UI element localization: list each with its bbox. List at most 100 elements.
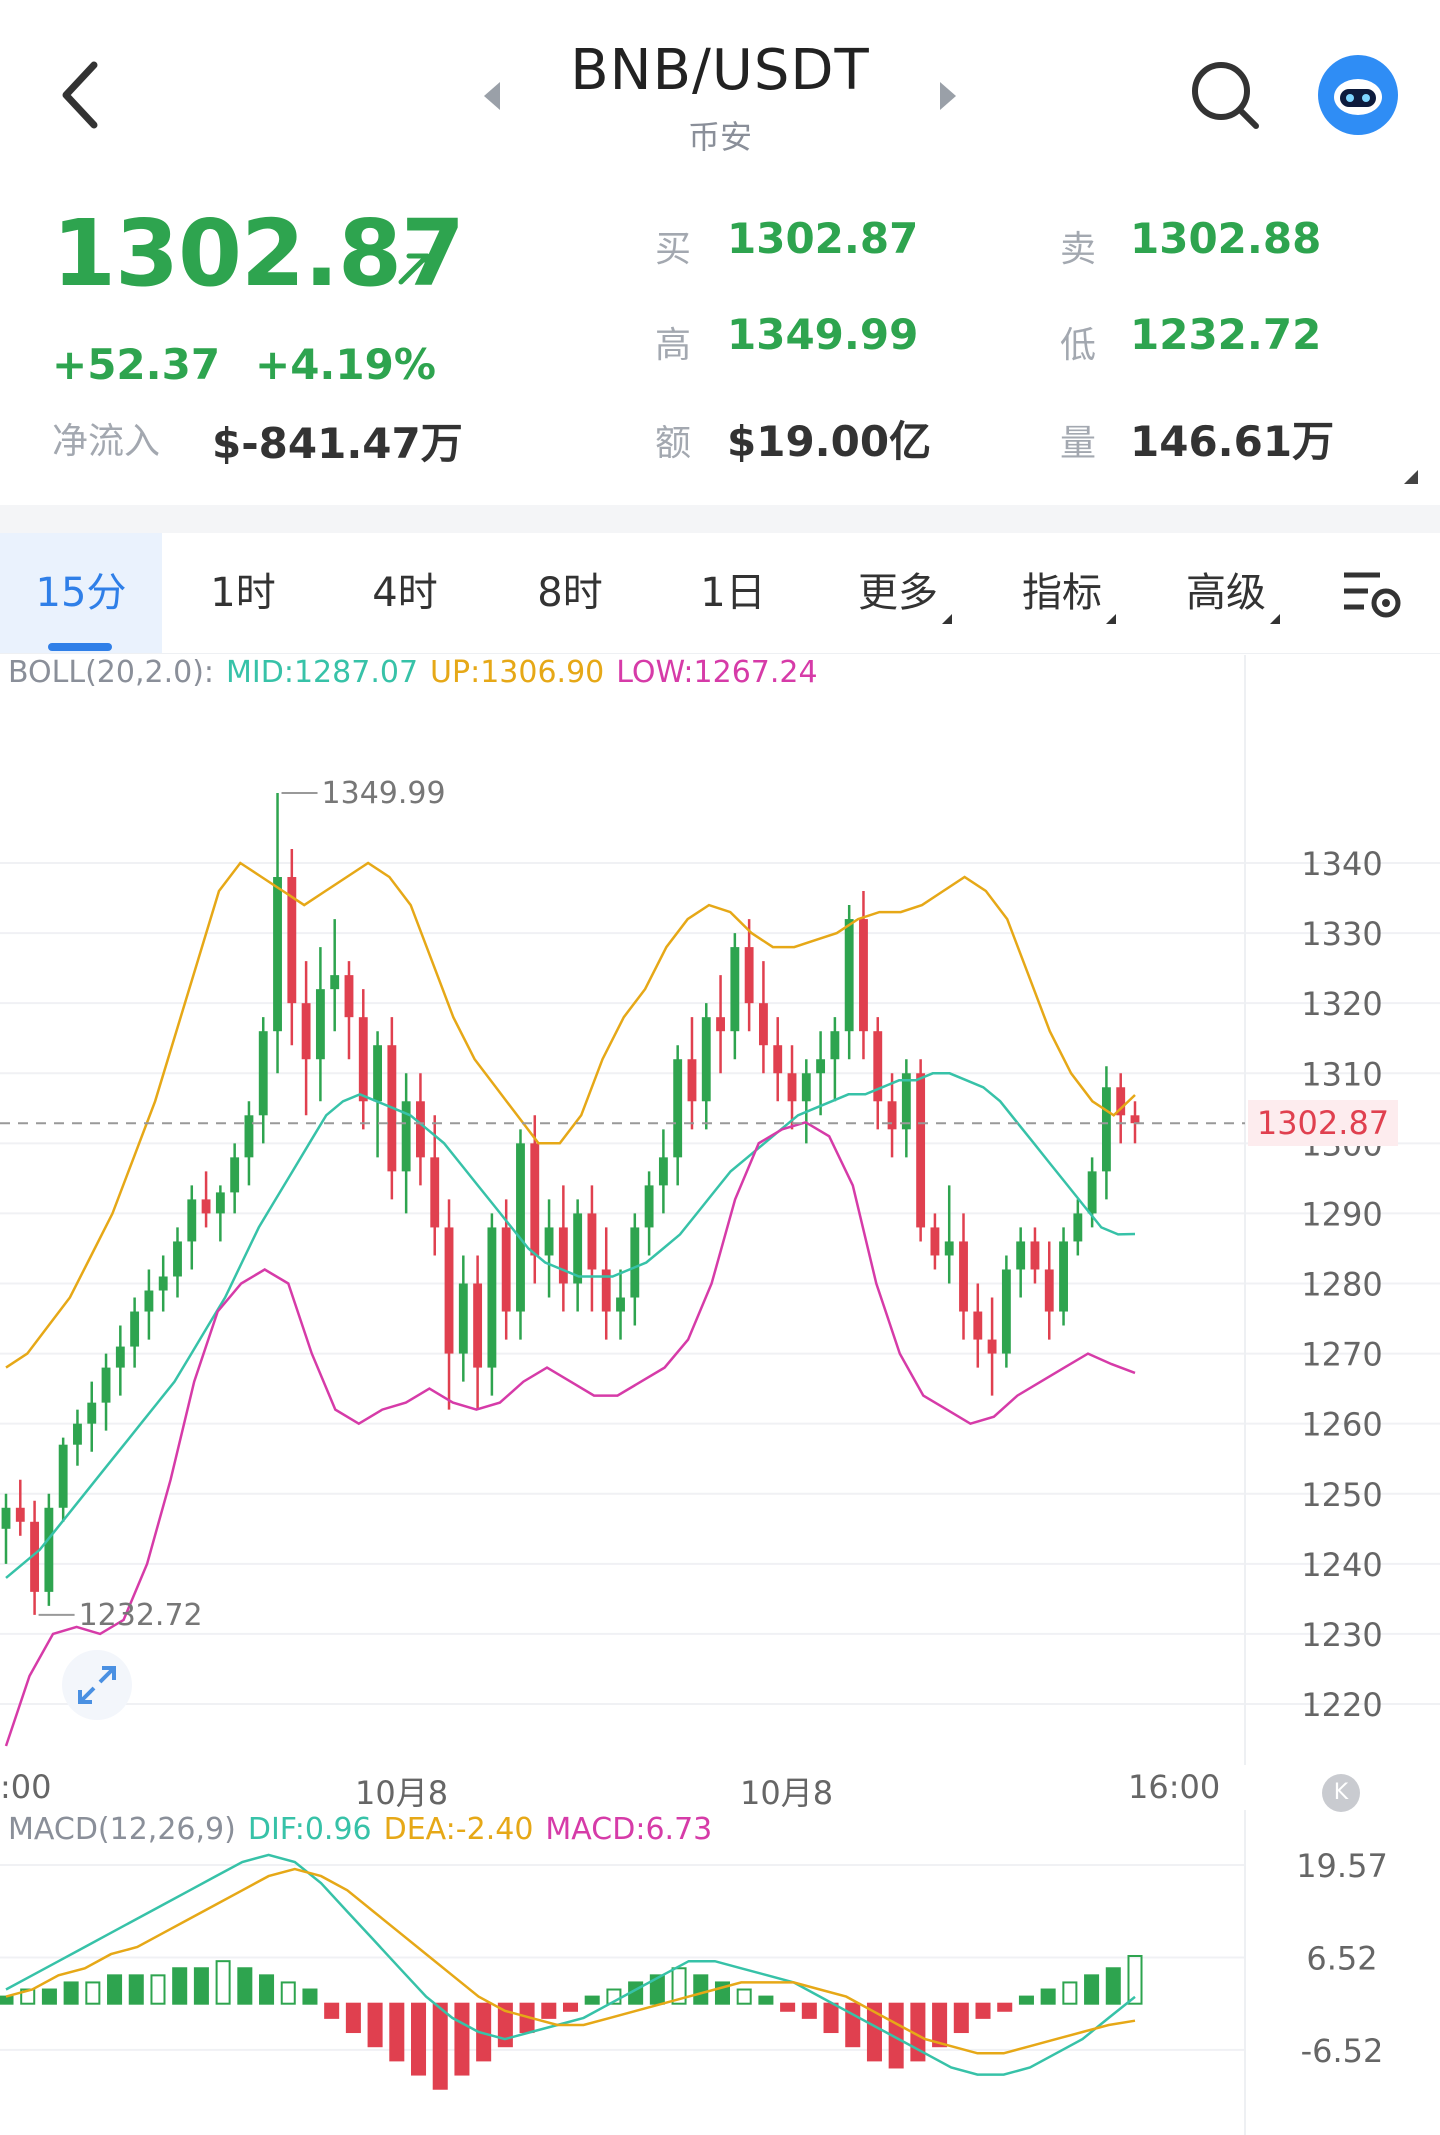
macd-dea: DEA:-2.40 <box>383 1812 534 1847</box>
candle-body <box>1 1507 11 1529</box>
macd-histogram-bar <box>302 1988 318 2005</box>
tab-advanced[interactable]: 高级 <box>1168 533 1298 653</box>
macd-histogram-bar <box>1084 1974 1100 2005</box>
tab-label: 1时 <box>210 570 276 616</box>
macd-legend: MACD(12,26,9) DIF:0.96 DEA:-2.40 MACD:6.73 <box>8 1812 724 1847</box>
back-arrow-icon[interactable] <box>52 55 112 135</box>
candle-body <box>1030 1241 1040 1270</box>
candle-body <box>530 1143 540 1256</box>
boll-upper-line <box>5 861 1136 1369</box>
tab-1h[interactable]: 1时 <box>178 533 308 653</box>
macd-histogram-bar <box>693 1974 709 2005</box>
tab-label: 8时 <box>537 570 603 616</box>
dropdown-caret-icon <box>942 614 952 624</box>
price-axis-label: 1250 <box>1301 1476 1382 1514</box>
macd-histogram-bar <box>367 2002 383 2048</box>
candle-body <box>658 1157 668 1186</box>
search-icon[interactable] <box>1188 58 1262 132</box>
candle-body <box>44 1507 54 1592</box>
macd-chart[interactable]: 19.57 6.52 -6.52 <box>0 1810 1440 2135</box>
expand-chart-button[interactable] <box>62 1650 132 1720</box>
net-inflow-label: 净流入 <box>52 421 161 462</box>
candle-body <box>1016 1241 1026 1270</box>
price-axis-label: 1220 <box>1301 1686 1382 1724</box>
macd-histogram-bar <box>953 2002 969 2034</box>
macd-histogram-bar <box>562 2002 579 2012</box>
candle-body <box>759 1003 768 1046</box>
candle-body <box>315 989 325 1060</box>
macd-histogram-bar <box>541 2002 557 2019</box>
candle-body <box>801 1073 811 1102</box>
interval-tab-bar: 15分 1时 4时 8时 1日 更多 指标 高级 <box>0 533 1440 654</box>
tab-8h[interactable]: 8时 <box>505 533 635 653</box>
tab-more[interactable]: 更多 <box>840 533 970 653</box>
previous-pair-icon[interactable] <box>478 78 508 114</box>
candle-body <box>944 1241 954 1256</box>
macd-dif: DIF:0.96 <box>247 1812 372 1847</box>
candle-body <box>101 1367 111 1403</box>
macd-histogram-bar <box>1040 1988 1056 2005</box>
candle-body <box>1087 1171 1097 1214</box>
candle-body <box>273 877 282 1032</box>
candle-body <box>144 1290 154 1312</box>
expand-icon <box>78 1666 116 1704</box>
tab-1d[interactable]: 1日 <box>668 533 798 653</box>
candle-body <box>187 1199 197 1242</box>
candle-body <box>544 1227 554 1256</box>
tab-4h[interactable]: 4时 <box>340 533 470 653</box>
dropdown-caret-icon <box>1106 614 1116 624</box>
macd-histogram-bar <box>997 2002 1013 2012</box>
candle-body <box>701 1017 711 1102</box>
candle-body <box>301 1003 311 1060</box>
assistant-bot-icon[interactable] <box>1318 55 1398 135</box>
tab-indicators[interactable]: 指标 <box>1004 533 1134 653</box>
candle-body <box>1001 1269 1011 1354</box>
price-axis-label: 1240 <box>1301 1546 1382 1584</box>
price-axis-label: 1340 <box>1301 845 1382 883</box>
candle-body <box>15 1507 25 1522</box>
candlestick-chart[interactable]: 1340133013201310130012901280127012601250… <box>0 655 1440 1765</box>
macd-histogram-bar <box>215 1960 231 2005</box>
macd-histogram-bar <box>280 1981 296 2005</box>
last-price: 1302.87 <box>52 200 465 307</box>
candle-body <box>558 1227 568 1284</box>
macd-axis-label: -6.52 <box>1301 2032 1384 2070</box>
price-change-absolute: +52.37 <box>52 340 221 389</box>
candle-body <box>158 1276 168 1291</box>
buy-price: 1302.87 <box>727 214 919 263</box>
boll-low: LOW:1267.24 <box>616 655 818 690</box>
tab-15m[interactable]: 15分 <box>0 533 162 653</box>
candle-body <box>201 1199 211 1214</box>
candle-body <box>930 1227 940 1256</box>
price-axis-label: 1320 <box>1301 985 1382 1023</box>
candle-body <box>601 1269 611 1312</box>
candle-body <box>330 975 340 990</box>
candle-body <box>358 1017 368 1102</box>
price-axis-label: 1230 <box>1301 1616 1382 1654</box>
price-axis-label: 1260 <box>1301 1406 1382 1444</box>
boll-name: BOLL(20,2.0): <box>8 655 215 690</box>
tab-label: 4时 <box>372 570 438 616</box>
next-pair-icon[interactable] <box>932 78 962 114</box>
candle-body <box>501 1227 511 1312</box>
chart-settings-icon[interactable] <box>1340 563 1404 627</box>
active-tab-indicator <box>48 643 112 651</box>
expand-ticker-icon[interactable] <box>1404 470 1418 484</box>
macd-histogram-bar <box>193 1967 209 2005</box>
candle-body <box>487 1227 497 1368</box>
candle-body <box>730 947 740 1032</box>
header-bar: BNB/USDT 币安 <box>0 0 1440 200</box>
macd-histogram-bar <box>736 1988 752 2005</box>
candle-body <box>87 1402 97 1424</box>
macd-histogram-bar <box>128 1974 144 2005</box>
candle-body <box>287 877 297 1004</box>
macd-histogram-bar <box>1018 1995 1034 2005</box>
macd-histogram-bar <box>823 2002 839 2034</box>
candle-body <box>916 1073 926 1228</box>
amount-value: $19.00亿 <box>727 417 932 466</box>
macd-histogram-bar <box>237 1967 253 2005</box>
tab-label: 指标 <box>1022 570 1102 616</box>
pair-title[interactable]: BNB/USDT <box>570 38 870 103</box>
candle-body <box>787 1073 797 1102</box>
k-line-badge[interactable]: K <box>1322 1774 1360 1812</box>
